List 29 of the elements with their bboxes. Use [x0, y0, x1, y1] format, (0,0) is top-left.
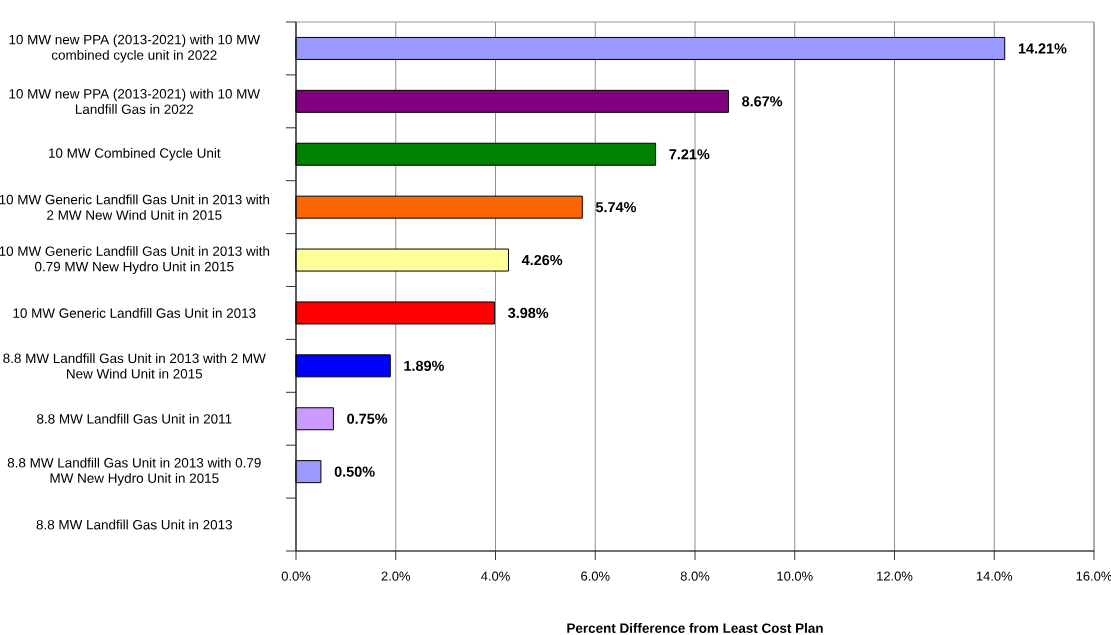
- data-label: 0.50%: [334, 466, 375, 477]
- x-tick-label: 2.0%: [381, 571, 411, 581]
- y-tick-label: 8.8 MW Landfill Gas Unit in 2013: [36, 519, 232, 530]
- data-label: 0.75%: [347, 413, 388, 424]
- data-label: 5.74%: [595, 202, 637, 213]
- x-tick-label: 4.0%: [481, 571, 510, 581]
- x-tick-label: 6.0%: [581, 571, 610, 581]
- y-tick-label: 10 MW Combined Cycle Unit: [49, 147, 221, 161]
- y-tick-label: 8.8 MW Landfill Gas Unit in 2013 with 0.79 MW New Hydro Unit in 2015: [7, 457, 261, 486]
- data-label: 4.26%: [521, 254, 563, 266]
- data-label: 3.98%: [508, 307, 549, 319]
- x-tick-label: 16.0%: [1076, 571, 1111, 581]
- data-label: 14.21%: [1018, 43, 1067, 54]
- data-label: 1.89%: [404, 360, 445, 371]
- y-tick-label: 8.8 MW Landfill Gas Unit in 2011: [37, 413, 232, 424]
- data-label: 7.21%: [669, 149, 710, 160]
- y-tick-label: 10 MW new PPA (2013-2021) with 10 MW combined cycle unit in 2022: [9, 34, 261, 63]
- x-tick-label: 8.0%: [680, 571, 710, 581]
- data-label: 8.67%: [742, 96, 783, 107]
- x-axis-title: Percent Difference from Least Cost Plan: [567, 623, 823, 633]
- y-tick-label: 10 MW Generic Landfill Gas Unit in 2013: [13, 308, 256, 318]
- y-tick-label: 8.8 MW Landfill Gas Unit in 2013 with 2 MW New Wind Unit in 2015: [3, 353, 266, 379]
- y-tick-label: 10 MW Generic Landfill Gas Unit in 2013 with 2 MW New Wind Unit in 2015: [0, 194, 270, 220]
- x-tick-label: 0.0%: [281, 571, 311, 581]
- y-tick-label: 10 MW Generic Landfill Gas Unit in 2013 with 0.79 MW New Hydro Unit in 2015: [0, 246, 270, 275]
- y-tick-label: 10 MW new PPA (2013-2021) with 10 MW Landfill Gas in 2022: [9, 88, 261, 114]
- x-tick-label: 10.0%: [777, 571, 813, 581]
- x-tick-label: 14.0%: [976, 571, 1013, 581]
- x-tick-label: 12.0%: [877, 571, 913, 581]
